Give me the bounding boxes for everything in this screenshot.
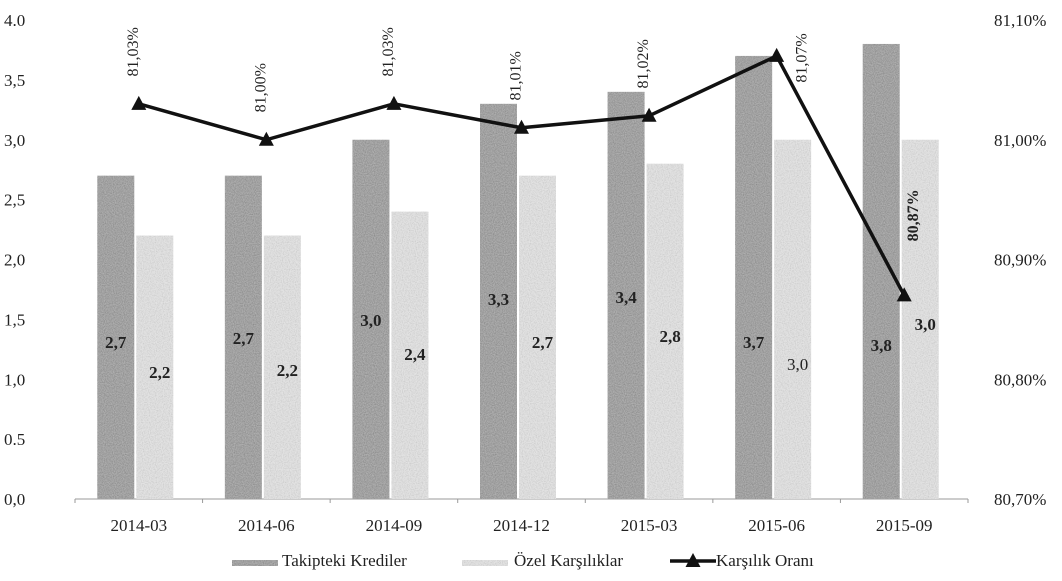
karsilik-orani-value-label: 81,03% [380,27,397,76]
ozel-karsiliklar-bar [646,163,684,499]
ozel-karsiliklar-value-label: 3,0 [915,315,936,334]
right-axis-tick-label: 80,90% [994,251,1046,270]
karsilik-orani-value-label: 81,02% [635,39,652,88]
category-label: 2015-06 [748,516,805,535]
right-axis-tick-label: 81,10% [994,11,1046,30]
takipteki-krediler-value-label: 2,7 [233,329,255,348]
category-label: 2014-12 [493,516,550,535]
karsilik-orani-marker [386,95,402,110]
karsilik-orani-value-label: 81,03% [125,27,142,76]
left-axis-tick-label: 2,0 [4,251,25,270]
left-axis-tick-label: 0.5 [4,430,25,449]
karsilik-orani-marker [641,107,657,122]
right-axis-tick-label: 80,70% [994,490,1046,509]
left-axis-tick-label: 3,5 [4,71,25,90]
bars [97,43,939,500]
ozel-karsiliklar-bar [136,235,174,500]
axes: 0,0 0.5 1,0 1,5 2,0 2,5 3,0 3,5 4.0 80,70% 80,80% 8… [4,11,1046,535]
takipteki-krediler-bar [97,175,135,500]
karsilik-orani-marker [896,287,912,302]
legend-swatch-ozel-karsiliklar [462,560,508,566]
karsilik-orani-marker [514,119,529,134]
ozel-karsiliklar-bar [901,139,939,499]
ozel-karsiliklar-value-label: 2,2 [149,363,170,382]
legend-label-takipteki-krediler: Takipteki Krediler [282,551,407,570]
legend-marker-karsilik-orani [685,553,701,567]
category-label: 2014-09 [366,516,423,535]
ozel-karsiliklar-value-label: 2,7 [532,333,554,352]
takipteki-krediler-bar [224,175,262,500]
karsilik-orani-value-label: 81,00% [252,63,269,112]
legend-label-karsilik-orani: Karşılık Oranı [716,551,814,570]
category-label: 2014-06 [238,516,295,535]
takipteki-krediler-value-label: 3,7 [743,333,765,352]
left-axis-tick-label: 3,0 [4,131,25,150]
ozel-karsiliklar-value-label: 2,4 [404,345,426,364]
takipteki-krediler-bar [607,91,645,499]
category-label: 2015-03 [621,516,678,535]
left-axis-tick-label: 0,0 [4,490,25,509]
data-labels: 2,7 2,7 3,0 3,3 3,4 3,7 3,8 2,2 2,2 2,4 2,7 2,8 3,0 3… [105,27,936,382]
takipteki-krediler-value-label: 3,0 [360,311,381,330]
karsilik-orani-marker [131,95,147,110]
takipteki-krediler-value-label: 3,8 [871,336,892,355]
karsilik-orani-value-label: 81,07% [794,33,811,82]
takipteki-krediler-value-label: 2,7 [105,333,127,352]
right-axis-tick-label: 81,00% [994,131,1046,150]
legend: Takipteki Krediler Özel Karşılıklar Karşıl… [232,551,814,570]
karsilik-orani-value-label: 80,87% [905,189,922,241]
category-label: 2015-09 [876,516,933,535]
ozel-karsiliklar-value-label: 2,2 [277,361,298,380]
category-label: 2014-03 [110,516,167,535]
left-axis-tick-label: 1,0 [4,370,25,389]
legend-label-ozel-karsiliklar: Özel Karşılıklar [514,551,623,570]
ozel-karsiliklar-bar [391,211,429,499]
right-axis-tick-label: 80,80% [994,370,1046,389]
takipteki-krediler-value-label: 3,4 [615,288,637,307]
ozel-karsiliklar-bar [774,139,812,499]
left-axis-tick-label: 2,5 [4,191,25,210]
legend-swatch-takipteki-krediler [232,560,278,566]
takipteki-krediler-bar [862,43,900,499]
ratio-line [131,47,912,302]
takipteki-krediler-value-label: 3,3 [488,290,509,309]
ozel-karsiliklar-value-label: 2,8 [659,327,680,346]
ozel-karsiliklar-value-label: 3,0 [787,355,808,374]
takipteki-krediler-bar [735,55,773,500]
karsilik-orani-marker [258,131,274,146]
left-axis-tick-label: 4.0 [4,11,25,30]
karsilik-orani-value-label: 81,01% [508,51,525,100]
ozel-karsiliklar-bar [263,235,301,500]
takipteki-krediler-bar [352,139,390,499]
karsilik-orani-marker [769,47,785,62]
takipteki-krediler-bar [480,103,517,499]
ozel-karsiliklar-bar [519,175,556,500]
left-axis-tick-label: 1,5 [4,310,25,329]
